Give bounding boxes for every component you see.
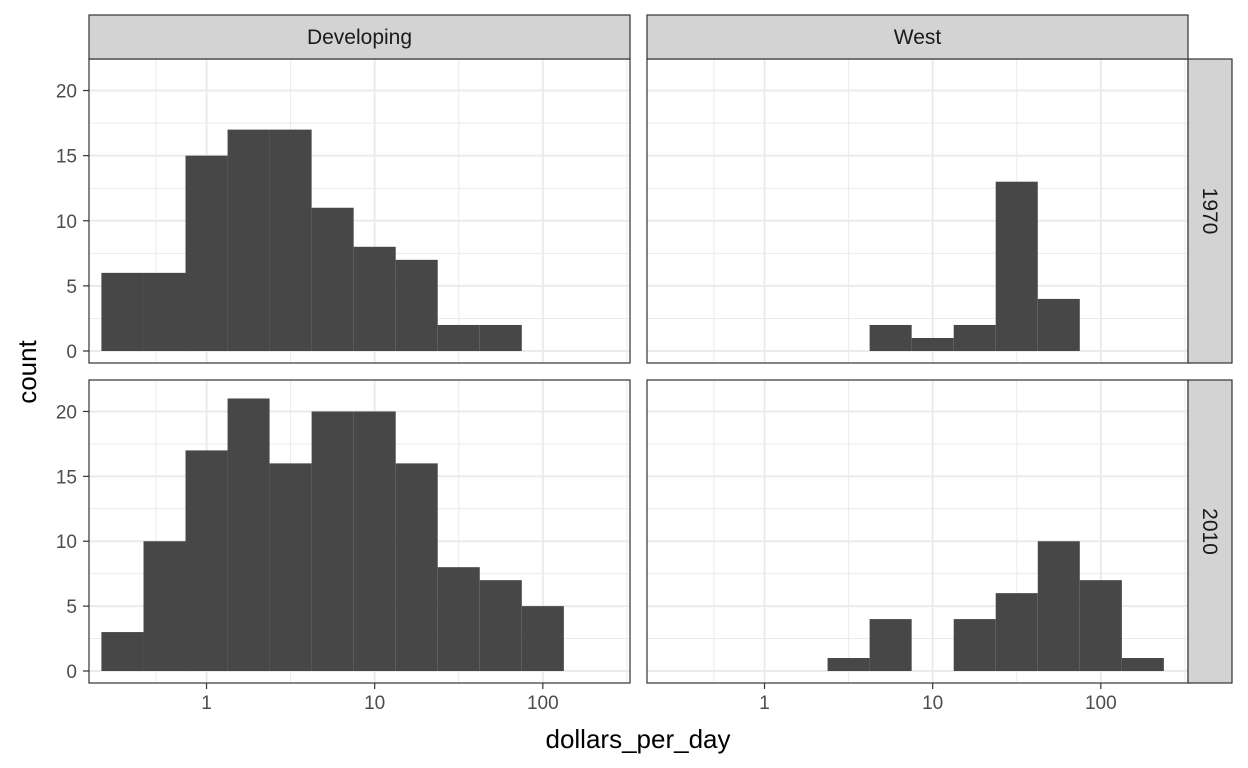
histogram-bar xyxy=(995,593,1038,671)
x-tick-label: 1 xyxy=(201,693,212,714)
y-tick-label: 5 xyxy=(66,277,77,298)
histogram-bar xyxy=(1079,580,1122,671)
facet-strip-top xyxy=(88,14,631,60)
facet-strip-label: West xyxy=(894,26,942,49)
y-tick-label: 10 xyxy=(56,532,77,553)
histogram-bar xyxy=(353,246,396,351)
histogram-bar xyxy=(101,272,144,351)
histogram-bar xyxy=(227,398,270,671)
facet-strip-label: Developing xyxy=(307,26,412,49)
facet-strip-label: 2010 xyxy=(1198,508,1221,555)
histogram-bar xyxy=(437,324,480,351)
y-axis-title: count xyxy=(12,339,42,403)
y-tick-label: 20 xyxy=(56,82,77,103)
histogram-bar xyxy=(101,632,144,671)
y-tick-label: 20 xyxy=(56,402,77,423)
histogram-bar xyxy=(143,541,186,671)
histogram-bar xyxy=(869,619,912,671)
y-tick-label: 0 xyxy=(66,662,77,683)
histogram-bar xyxy=(1037,541,1080,671)
histogram-bar xyxy=(353,411,396,671)
histogram-bar xyxy=(269,463,312,671)
histogram-bar xyxy=(395,463,438,671)
facet-strip-right xyxy=(1187,379,1233,684)
histogram-bar xyxy=(911,337,954,351)
histogram-bar xyxy=(827,658,870,671)
x-tick-label: 10 xyxy=(922,693,943,714)
x-tick-label: 100 xyxy=(527,693,559,714)
histogram-bar xyxy=(227,129,270,351)
histogram-bar xyxy=(437,567,480,671)
histogram-bar xyxy=(185,155,228,351)
x-tick-label: 10 xyxy=(364,693,385,714)
histogram-bar xyxy=(995,181,1038,351)
histogram-bar xyxy=(269,129,312,351)
y-tick-label: 15 xyxy=(56,467,77,488)
y-tick-label: 0 xyxy=(66,342,77,363)
histogram-bar xyxy=(311,207,354,351)
x-axis-title: dollars_per_day xyxy=(545,724,730,754)
facet-strip-label: 1970 xyxy=(1198,188,1221,235)
histogram-bar xyxy=(1037,298,1080,351)
x-tick-label: 1 xyxy=(759,693,770,714)
y-tick-label: 10 xyxy=(56,212,77,233)
histogram-bar xyxy=(143,272,186,351)
histogram-bar xyxy=(1121,658,1164,671)
histogram-bar xyxy=(185,450,228,671)
histogram-bar xyxy=(311,411,354,671)
histogram-bar xyxy=(479,580,522,671)
x-tick-label: 100 xyxy=(1085,693,1117,714)
y-tick-label: 5 xyxy=(66,597,77,618)
histogram-bar xyxy=(953,324,996,351)
histogram-bar xyxy=(395,259,438,351)
facet-strip-right xyxy=(1187,58,1233,364)
panel-border xyxy=(88,379,631,684)
panel-background xyxy=(647,59,1188,363)
histogram-bar xyxy=(869,324,912,351)
y-tick-label: 15 xyxy=(56,147,77,168)
histogram-bar xyxy=(479,324,522,351)
histogram-bar xyxy=(521,606,564,671)
histogram-bar xyxy=(953,619,996,671)
facet-strip-top xyxy=(646,14,1189,60)
